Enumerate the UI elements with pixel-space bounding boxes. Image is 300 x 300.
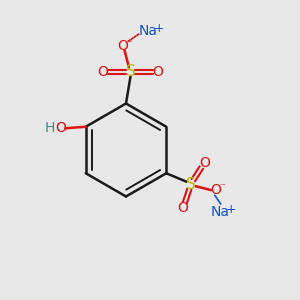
Text: S: S — [126, 64, 135, 80]
Text: O: O — [153, 65, 164, 79]
Text: Na: Na — [211, 205, 230, 219]
Text: ⁻: ⁻ — [219, 183, 225, 193]
Text: O: O — [210, 183, 221, 197]
Text: Na: Na — [139, 24, 158, 38]
Text: ⁻: ⁻ — [127, 39, 133, 49]
Text: O: O — [55, 121, 66, 135]
Text: O: O — [199, 156, 210, 170]
Text: O: O — [98, 65, 108, 79]
Text: +: + — [225, 203, 236, 216]
Text: S: S — [186, 177, 196, 192]
Text: H: H — [44, 121, 55, 135]
Text: O: O — [118, 40, 128, 53]
Text: O: O — [177, 201, 188, 215]
Text: +: + — [154, 22, 164, 35]
